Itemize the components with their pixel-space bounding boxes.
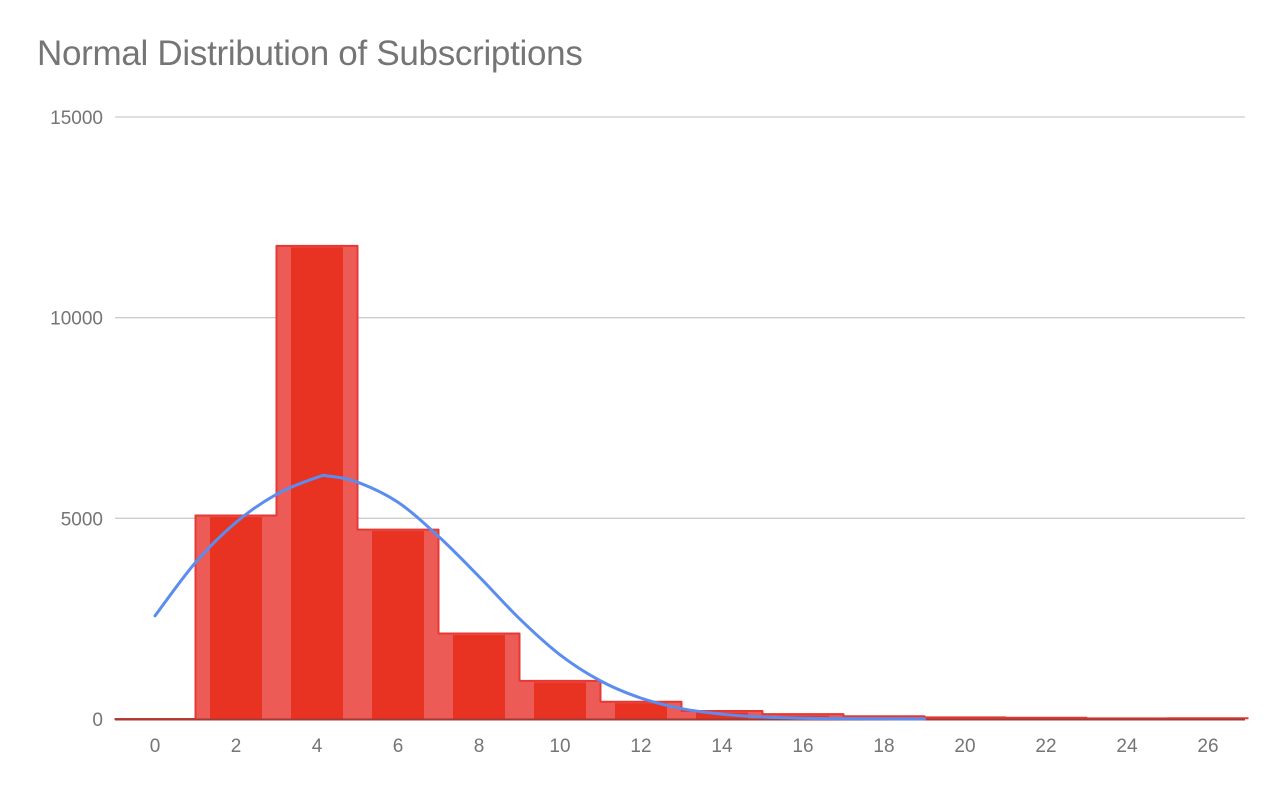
histogram-bar-core: [696, 712, 748, 719]
x-tick-label: 16: [792, 736, 813, 757]
x-tick-label: 20: [954, 736, 975, 757]
x-tick-label: 22: [1035, 736, 1056, 757]
x-tick-label: 24: [1116, 736, 1138, 757]
x-tick-label: 26: [1197, 736, 1218, 757]
histogram-bar-core: [615, 703, 667, 719]
x-tick-label: 4: [312, 736, 323, 757]
y-tick-label: 10000: [50, 309, 103, 330]
y-tick-label: 0: [92, 710, 103, 731]
x-tick-label: 6: [393, 736, 404, 757]
histogram-bar-core: [534, 682, 586, 719]
x-tick-label: 2: [231, 736, 242, 757]
histogram-bar-core: [372, 531, 424, 719]
y-axis-labels: 0 5000 10000 15000: [50, 108, 103, 731]
normal-curve-line: [153, 473, 926, 721]
y-tick-label: 15000: [50, 108, 103, 129]
x-tick-label: 0: [150, 736, 161, 757]
chart-title: Normal Distribution of Subscriptions: [37, 34, 583, 73]
histogram-bar-core: [453, 635, 505, 719]
histogram-bar-core: [210, 517, 262, 719]
x-tick-label: 10: [549, 736, 570, 757]
x-tick-label: 8: [474, 736, 485, 757]
x-axis-labels: 0 2 4 6 8 10 12 14 16 18 20 22 24 26: [150, 736, 1219, 757]
y-tick-label: 5000: [61, 509, 103, 530]
x-tick-label: 12: [630, 736, 651, 757]
x-tick-label: 14: [711, 736, 733, 757]
normal-curve: [153, 473, 926, 721]
histogram-outline: [114, 244, 1249, 720]
histogram-bars: [114, 244, 1249, 720]
x-tick-label: 18: [873, 736, 894, 757]
